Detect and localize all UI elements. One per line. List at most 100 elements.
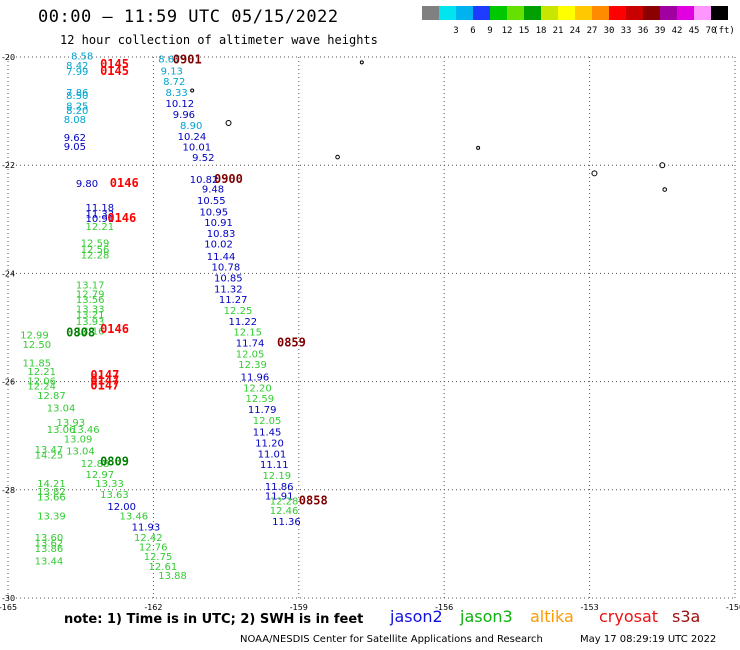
legend-swatch bbox=[609, 6, 626, 20]
lon-tick-label: -153 bbox=[581, 603, 599, 612]
wave-height-value: 9.05 bbox=[64, 142, 86, 153]
legend-label: 33 bbox=[620, 26, 632, 36]
wave-height-value: 11.79 bbox=[248, 405, 277, 416]
wave-height-value: 10.95 bbox=[199, 208, 228, 219]
wave-height-value: 10.83 bbox=[207, 229, 236, 240]
wave-height-value: 13.66 bbox=[37, 493, 66, 504]
wave-height-value: 10.91 bbox=[86, 214, 115, 225]
wave-height-value: 11.93 bbox=[132, 522, 161, 533]
wave-height-value: 12.76 bbox=[139, 542, 168, 553]
wave-height-value: 12.00 bbox=[107, 502, 136, 513]
wave-height-value: 9.96 bbox=[173, 110, 195, 121]
satellite-key-altika: altika bbox=[530, 607, 574, 626]
wave-height-value: 12.79 bbox=[76, 290, 105, 301]
pass-time-label: 0145 bbox=[100, 57, 129, 71]
wave-height-value: 14.25 bbox=[35, 450, 64, 461]
wave-height-value: 12.15 bbox=[233, 328, 262, 339]
wave-height-value: 11.27 bbox=[219, 295, 248, 306]
lat-tick-label: -30 bbox=[2, 594, 15, 603]
pass-time-label: 0809 bbox=[100, 454, 129, 468]
wave-height-value: 13.44 bbox=[35, 556, 64, 567]
wave-height-value: 13.88 bbox=[158, 571, 187, 582]
credit-line: NOAA/NESDIS Center for Satellite Applica… bbox=[240, 634, 543, 645]
legend-swatch bbox=[473, 6, 490, 20]
legend-label: 6 bbox=[470, 26, 476, 36]
legend-label: 45 bbox=[688, 26, 700, 36]
wave-height-value: 9.62 bbox=[64, 133, 86, 144]
satellite-key-jason2: jason2 bbox=[390, 607, 443, 626]
wave-height-value: 13.46 bbox=[119, 512, 148, 523]
legend-swatch bbox=[490, 6, 507, 20]
wave-height-value: 12.42 bbox=[134, 533, 163, 544]
wave-height-value: 12.56 bbox=[81, 245, 110, 256]
legend-swatch bbox=[575, 6, 592, 20]
wave-height-value: 12.59 bbox=[81, 238, 110, 249]
satellite-key-jason3: jason3 bbox=[460, 607, 513, 626]
wave-height-value: 13.56 bbox=[76, 295, 105, 306]
wave-height-value: 12.59 bbox=[245, 394, 274, 405]
wave-height-value: 11.91 bbox=[265, 492, 294, 503]
island-marker bbox=[662, 187, 668, 192]
color-legend: 3 6 9 12 15 18 21 24 27 30 33 36 39 42 45 70 (ft) bbox=[422, 6, 735, 36]
wave-height-value: 12.28 bbox=[81, 250, 110, 261]
wave-height-value: 13.86 bbox=[35, 544, 64, 555]
wave-height-value: 13.17 bbox=[76, 281, 105, 292]
wave-height-value: 11.44 bbox=[207, 252, 236, 263]
wave-height-value: 12.50 bbox=[23, 340, 52, 351]
wave-height-value: 13.82 bbox=[37, 487, 66, 498]
lon-tick-label: -150 bbox=[726, 603, 740, 612]
legend-swatch bbox=[677, 6, 694, 20]
wave-height-value: 8.42 bbox=[66, 61, 88, 72]
wave-height-value: 11.96 bbox=[241, 373, 270, 384]
lat-tick-label: -20 bbox=[2, 53, 15, 62]
wave-height-value: 10.78 bbox=[212, 263, 241, 274]
pass-time-label: 0858 bbox=[299, 493, 328, 507]
wave-height-value: 10.55 bbox=[197, 196, 226, 207]
wave-height-value: 11.22 bbox=[229, 317, 258, 328]
lat-tick-label: -24 bbox=[2, 269, 15, 278]
legend-swatch bbox=[643, 6, 660, 20]
lon-tick-label: -156 bbox=[435, 603, 453, 612]
wave-height-value: 13.33 bbox=[76, 304, 105, 315]
wave-height-value: 12.06 bbox=[27, 376, 56, 387]
wave-height-value: 11.33 bbox=[86, 210, 115, 221]
wave-height-value: 11.20 bbox=[255, 439, 284, 450]
wave-height-value: 8.58 bbox=[71, 52, 93, 63]
wave-height-value: 8.90 bbox=[180, 121, 202, 132]
wave-height-value: 13.16 bbox=[76, 327, 105, 338]
wave-height-value: 12.28 bbox=[270, 496, 299, 507]
wave-height-value: 13.93 bbox=[76, 317, 105, 328]
wave-height-value: 12.05 bbox=[236, 349, 265, 360]
pass-time-label: 0146 bbox=[107, 211, 136, 225]
wave-height-value: 12.61 bbox=[149, 562, 178, 573]
wave-height-value: 8.25 bbox=[66, 101, 88, 112]
wave-height-value: 13.46 bbox=[71, 425, 100, 436]
legend-swatch bbox=[507, 6, 524, 20]
wave-height-value: 13.62 bbox=[35, 539, 64, 550]
legend-label: 30 bbox=[603, 26, 615, 36]
island-marker bbox=[659, 162, 666, 169]
wave-height-value: 8.67 bbox=[158, 54, 180, 65]
pass-time-label: 0147 bbox=[90, 379, 119, 393]
island-marker bbox=[335, 154, 340, 160]
legend-swatch bbox=[439, 6, 456, 20]
island-marker bbox=[476, 145, 481, 150]
island-marker bbox=[190, 88, 195, 93]
legend-label: 24 bbox=[569, 26, 581, 36]
wave-height-value: 14.21 bbox=[37, 479, 66, 490]
page-title: 00:00 – 11:59 UTC 05/15/2022 bbox=[38, 7, 339, 27]
wave-height-value: 12.19 bbox=[262, 471, 291, 482]
wave-height-value: 10.01 bbox=[182, 143, 211, 154]
wave-height-value: 9.52 bbox=[192, 153, 214, 164]
pass-time-label: 0146 bbox=[100, 322, 129, 336]
lon-tick-label: -162 bbox=[144, 603, 162, 612]
pass-time-label: 0859 bbox=[277, 335, 306, 349]
wave-height-value: 11.01 bbox=[258, 449, 287, 460]
wave-height-value: 12.25 bbox=[224, 306, 253, 317]
wave-height-value: 11.86 bbox=[265, 482, 294, 493]
legend-unit: (ft) bbox=[713, 26, 735, 36]
legend-label: 70 bbox=[705, 26, 717, 36]
legend-label: 12 bbox=[501, 26, 513, 36]
wave-height-value: 10.82 bbox=[190, 175, 219, 186]
